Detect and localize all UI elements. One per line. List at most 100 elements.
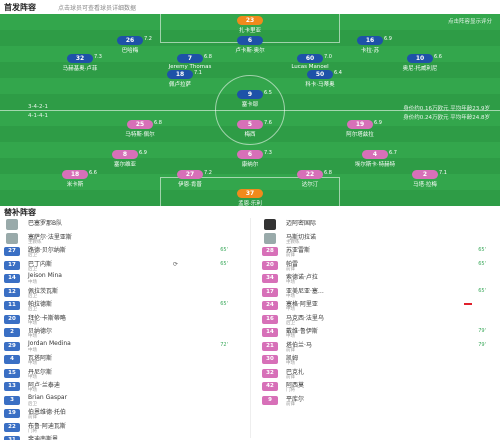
away-player[interactable]: 25 6.8 马特斯·佩尔 bbox=[105, 120, 175, 138]
player-number: 5 bbox=[237, 120, 263, 129]
sub-number: 27 bbox=[4, 247, 20, 256]
sub-role: 前锋 bbox=[286, 266, 295, 272]
away-player[interactable]: 4 6.7 埃尔斯卡·特赫特 bbox=[340, 150, 410, 168]
sub-player-row[interactable]: 15 丹尼尔斯 中场 bbox=[4, 367, 242, 381]
home-player[interactable]: 6 卢卡斯·奥尔 bbox=[215, 36, 285, 54]
player-number: 8 bbox=[112, 150, 138, 159]
sub-player-row[interactable]: 2 贝纳德尔 中场 bbox=[4, 326, 242, 340]
sub-number: 21 bbox=[262, 341, 278, 351]
sub-in-time: 72' bbox=[220, 341, 228, 348]
sub-player-row[interactable]: 30 凯姆 中场 bbox=[262, 353, 500, 367]
sub-role: 后卫 bbox=[28, 253, 37, 258]
player-number: 6 bbox=[237, 150, 263, 159]
sub-player-row[interactable]: 20 拜伦·卡斯蒂略 中场 bbox=[4, 313, 242, 327]
player-rating: 7.1 bbox=[439, 170, 447, 176]
home-club-row[interactable]: 巴塞罗那B队 bbox=[4, 218, 242, 232]
player-number: 27 bbox=[177, 170, 203, 179]
sub-player-row[interactable]: 19 伯恩维德·托伯 前锋 bbox=[4, 407, 242, 421]
player-number: 25 bbox=[127, 120, 153, 129]
away-player[interactable]: 18 6.6 米卡斯 bbox=[40, 170, 110, 188]
sub-number: 11 bbox=[4, 301, 20, 310]
player-number: 22 bbox=[297, 170, 323, 179]
player-rating: 7.3 bbox=[94, 54, 102, 60]
player-name: 达尔汀 bbox=[301, 182, 319, 188]
away-player[interactable]: 8 6.9 塞尔维亚 bbox=[90, 150, 160, 168]
sub-role: 中场 bbox=[28, 347, 37, 353]
sub-number: 14 bbox=[262, 328, 278, 337]
home-player[interactable]: 16 6.9 卡拉·苏 bbox=[335, 36, 405, 54]
home-info: 身价约0.16万欧元 平均年龄23.9岁 bbox=[403, 106, 490, 112]
player-number: 2 bbox=[412, 170, 438, 179]
player-number: 50 bbox=[307, 70, 333, 79]
sub-player-row[interactable]: 13 阿卢·兰泰迪 中场 bbox=[4, 380, 242, 394]
sub-number: 3 bbox=[4, 395, 20, 405]
home-player[interactable]: 9 6.5 塞卡耶 bbox=[215, 90, 285, 108]
sub-player-row[interactable]: 4 瓦塔阿斯 中场 bbox=[4, 353, 242, 367]
player-name: 马赫基奥·卢菲 bbox=[62, 66, 98, 72]
sub-name: 阿西莫 bbox=[286, 382, 305, 389]
red-card-icon bbox=[464, 303, 472, 305]
sub-number: 24 bbox=[262, 301, 278, 310]
home-player[interactable]: 23 扎卡里亚 bbox=[215, 16, 285, 34]
player-number: 32 bbox=[67, 54, 93, 63]
sub-player-row[interactable]: 14 Jeison Mina 中场 bbox=[4, 272, 242, 286]
sub-role: 前锋 bbox=[286, 401, 295, 407]
sub-name: 拜伦·卡斯蒂略 bbox=[28, 314, 66, 322]
home-coach-row[interactable]: 塞萨尔·法里亚斯 主教练 bbox=[4, 232, 242, 246]
player-rating: 6.4 bbox=[334, 70, 342, 76]
sub-player-row[interactable]: 11 帕拉德斯 后卫 65' bbox=[4, 299, 242, 313]
sub-player-row[interactable]: 12 佩拉茨瓦斯 后卫 bbox=[4, 286, 242, 300]
sub-name: Jeison Mina bbox=[28, 272, 62, 279]
away-player[interactable]: 6 7.3 康纳尔 bbox=[215, 150, 285, 168]
sub-role: 后卫 bbox=[28, 293, 37, 299]
sub-player-row[interactable]: 21 塔伯兰·马 前锋 79' bbox=[262, 340, 500, 354]
sub-in-time: 65' bbox=[220, 301, 228, 307]
sub-player-row[interactable]: 24 塞格·阿里亚 中场 bbox=[262, 299, 500, 313]
home-player[interactable]: 7 6.8 Jeremy Thomas bbox=[155, 54, 225, 70]
sub-player-row[interactable]: 34 索德诺·卢拉 中场 bbox=[262, 272, 500, 286]
player-rating: 6.8 bbox=[324, 170, 332, 176]
sub-player-row[interactable]: 28 苏亚雷斯 前锋 65' bbox=[262, 245, 500, 259]
away-club-row[interactable]: 迈阿密国际 bbox=[262, 218, 500, 232]
away-player[interactable]: 2 7.1 马塔·拉梅 bbox=[390, 170, 460, 188]
home-player[interactable]: 32 7.3 马赫基奥·卢菲 bbox=[45, 54, 115, 72]
sub-player-row[interactable]: 17 巴丁内斯 后卫 65' ⟳ bbox=[4, 259, 242, 273]
away-coach-row[interactable]: 马斯切拉诺 主教练 bbox=[262, 232, 500, 246]
sub-player-row[interactable]: 9 平库尔 前锋 bbox=[262, 394, 500, 408]
rating-toggle[interactable]: 点击阵容显示评分 bbox=[447, 19, 492, 25]
player-rating: 7.2 bbox=[144, 36, 152, 42]
away-player[interactable]: 27 7.2 伊恩·肯普 bbox=[155, 170, 225, 188]
sub-name: 巴克扎 bbox=[286, 368, 305, 376]
sub-player-row[interactable]: 20 帕雷 前锋 65' bbox=[262, 259, 500, 273]
sub-player-row[interactable]: 27 路德·贝尔纳斯 后卫 65' bbox=[4, 245, 242, 259]
away-player[interactable]: 22 6.8 达尔汀 bbox=[275, 170, 345, 188]
sub-number: 17 bbox=[4, 260, 20, 270]
home-player[interactable]: 60 7.0 Lucas Manoel bbox=[275, 54, 345, 70]
away-player[interactable]: 5 7.6 梅西 bbox=[215, 120, 285, 138]
home-player[interactable]: 18 7.1 佩卢拉萨 bbox=[145, 70, 215, 88]
sub-number: 12 bbox=[4, 287, 20, 297]
sub-player-row[interactable]: 32 巴克扎 前锋 bbox=[262, 367, 500, 381]
home-player[interactable]: 10 6.6 奥尼·托威利尼 bbox=[385, 54, 455, 72]
sub-player-row[interactable]: 14 戴维·鲁伊斯 中场 79' bbox=[262, 326, 500, 340]
sub-in-time: 65' bbox=[220, 260, 228, 267]
sub-player-row[interactable]: 17 亚美尼亚·塞… 中场 65' bbox=[262, 286, 500, 300]
sub-name: 凯姆 bbox=[286, 355, 299, 362]
player-name: 塞尔维亚 bbox=[113, 162, 136, 168]
home-player[interactable]: 26 7.2 巴哈梅 bbox=[95, 36, 165, 54]
away-player[interactable]: 19 6.9 阿尔塔兹拉 bbox=[325, 120, 395, 138]
player-name: 佩卢拉萨 bbox=[168, 82, 191, 88]
sub-player-row[interactable]: 3 Brian Gaspar 后卫 bbox=[4, 394, 242, 408]
sub-player-row[interactable]: 29 Jordan Medina 中场 72' bbox=[4, 340, 242, 354]
away-player[interactable]: 37 孟恩·乐利 bbox=[215, 189, 285, 206]
player-number: 6 bbox=[237, 36, 263, 45]
player-name: 马特斯·佩尔 bbox=[125, 132, 155, 138]
player-name: 卡拉·苏 bbox=[360, 48, 380, 54]
player-number: 18 bbox=[167, 70, 193, 79]
home-player[interactable]: 50 6.4 科卡·马蒂奥 bbox=[285, 70, 355, 88]
sub-player-row[interactable]: 22 布鲁·阿迪瓦斯 门将 bbox=[4, 421, 242, 435]
sub-player-row[interactable]: 42 阿西莫 门将 bbox=[262, 380, 500, 394]
sub-player-row[interactable]: 16 马克西·法里乌 后卫 bbox=[262, 313, 500, 327]
sub-name: 瓦塔阿斯 bbox=[28, 355, 53, 362]
